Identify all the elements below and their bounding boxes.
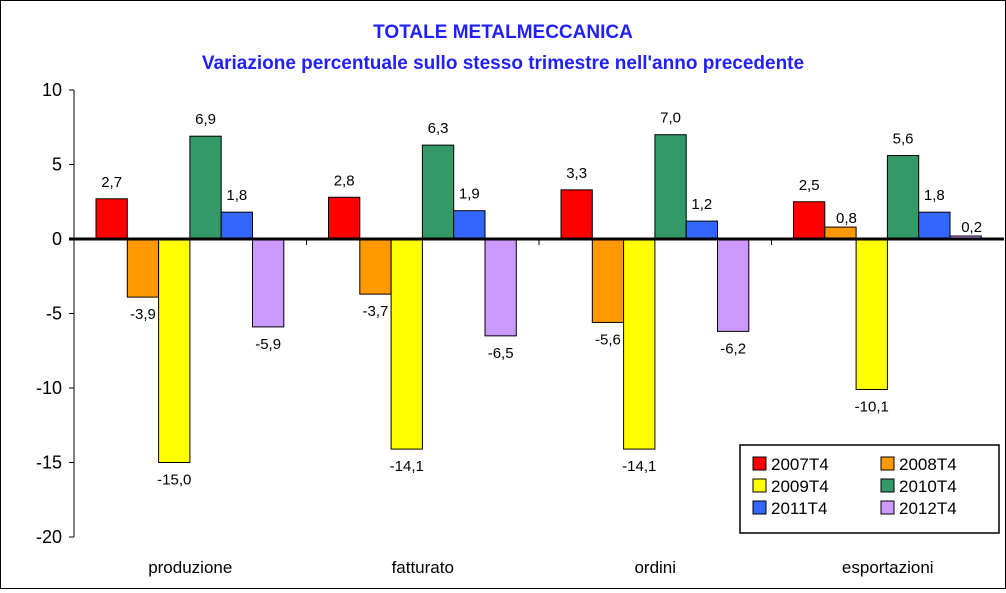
legend-label-2009T4: 2009T4 bbox=[771, 477, 829, 496]
bar-2009T4-fatturato bbox=[390, 238, 423, 450]
data-label: 5,6 bbox=[893, 131, 914, 148]
bar-2008T4-produzione bbox=[126, 238, 160, 298]
chart-title: TOTALE METALMECCANICA bbox=[373, 22, 633, 43]
data-label: -10,1 bbox=[855, 398, 889, 415]
bar-2011T4-fatturato bbox=[453, 210, 486, 240]
bar-2011T4-esportazioni bbox=[918, 211, 951, 240]
category-label: ordini bbox=[634, 558, 676, 577]
legend-label-2007T4: 2007T4 bbox=[771, 455, 829, 474]
legend-swatch-2007T4 bbox=[752, 456, 767, 471]
data-label: 0,2 bbox=[961, 219, 982, 236]
data-label: 6,3 bbox=[428, 120, 449, 137]
data-label: -6,2 bbox=[720, 340, 746, 357]
bar-2010T4-esportazioni bbox=[886, 155, 920, 240]
data-label: -14,1 bbox=[390, 458, 424, 475]
bar-2011T4-ordini bbox=[685, 220, 719, 240]
data-label: 1,8 bbox=[226, 187, 247, 204]
data-label: -15,0 bbox=[157, 472, 191, 489]
y-tick-label: 5 bbox=[52, 155, 62, 175]
bar-2007T4-produzione bbox=[95, 198, 128, 240]
bar-2010T4-produzione bbox=[189, 135, 222, 240]
data-label: -5,6 bbox=[595, 331, 621, 348]
data-label: 2,7 bbox=[101, 174, 122, 191]
bar-2012T4-fatturato bbox=[484, 238, 517, 337]
category-label: esportazioni bbox=[842, 558, 934, 577]
data-label: 3,3 bbox=[566, 165, 587, 182]
data-label: -5,9 bbox=[255, 336, 281, 353]
bar-2008T4-esportazioni bbox=[824, 226, 857, 240]
legend-label-2011T4: 2011T4 bbox=[771, 499, 827, 518]
data-label: -3,9 bbox=[130, 306, 156, 323]
bar-2008T4-ordini bbox=[591, 238, 625, 323]
legend-box bbox=[739, 444, 1000, 534]
data-label: 6,9 bbox=[195, 111, 216, 128]
legend-swatch-2009T4 bbox=[752, 478, 767, 493]
bar-2010T4-ordini bbox=[654, 134, 687, 240]
legend-swatch-2012T4 bbox=[880, 500, 895, 515]
y-tick-label: -15 bbox=[36, 453, 62, 473]
bar-2009T4-produzione bbox=[158, 238, 191, 463]
data-label: -14,1 bbox=[622, 458, 656, 475]
bar-2007T4-fatturato bbox=[328, 196, 361, 240]
y-tick-label: -10 bbox=[36, 378, 62, 398]
legend-label-2010T4: 2010T4 bbox=[899, 477, 957, 496]
y-tick-label: 10 bbox=[42, 80, 62, 100]
data-label: -3,7 bbox=[363, 303, 389, 320]
data-label: 2,8 bbox=[334, 172, 355, 189]
plot-area: 10 5 0 -5 -10 -15 -20 2,7 -3,9 -15,0 6,9 1,8 -5,9 pro… bbox=[36, 80, 1004, 577]
legend-swatch-2011T4 bbox=[752, 500, 767, 515]
data-label: 0,8 bbox=[836, 210, 857, 227]
data-label: 7,0 bbox=[660, 110, 681, 127]
legend-label-2012T4: 2012T4 bbox=[899, 499, 957, 518]
bar-2009T4-esportazioni bbox=[855, 238, 888, 390]
data-label: -6,5 bbox=[488, 345, 514, 362]
legend-swatch-2008T4 bbox=[880, 456, 895, 471]
bar-2010T4-fatturato bbox=[421, 144, 455, 240]
bar-2011T4-produzione bbox=[220, 211, 253, 240]
data-label: 1,8 bbox=[924, 187, 945, 204]
legend-label-2008T4: 2008T4 bbox=[899, 455, 957, 474]
y-tick-label: -5 bbox=[46, 304, 62, 324]
legend-swatch-2010T4 bbox=[880, 478, 895, 493]
data-label: 1,2 bbox=[691, 196, 712, 213]
legend: 2007T4 2008T4 2009T4 2010T4 2011T4 2012T4 bbox=[739, 444, 1000, 534]
y-tick-label: -20 bbox=[36, 527, 62, 547]
chart-subtitle: Variazione percentuale sullo stesso trim… bbox=[202, 53, 804, 74]
data-label: 1,9 bbox=[459, 186, 480, 203]
y-tick-label: 0 bbox=[52, 229, 62, 249]
bar-2007T4-esportazioni bbox=[793, 201, 826, 240]
data-label: 2,5 bbox=[799, 177, 820, 194]
category-label: fatturato bbox=[392, 558, 454, 577]
bar-2012T4-produzione bbox=[252, 238, 285, 328]
category-label: produzione bbox=[148, 558, 232, 577]
bar-2012T4-ordini bbox=[717, 238, 750, 332]
bar-2009T4-ordini bbox=[623, 238, 656, 450]
bar-2008T4-fatturato bbox=[359, 238, 392, 295]
bar-2007T4-ordini bbox=[560, 189, 593, 240]
